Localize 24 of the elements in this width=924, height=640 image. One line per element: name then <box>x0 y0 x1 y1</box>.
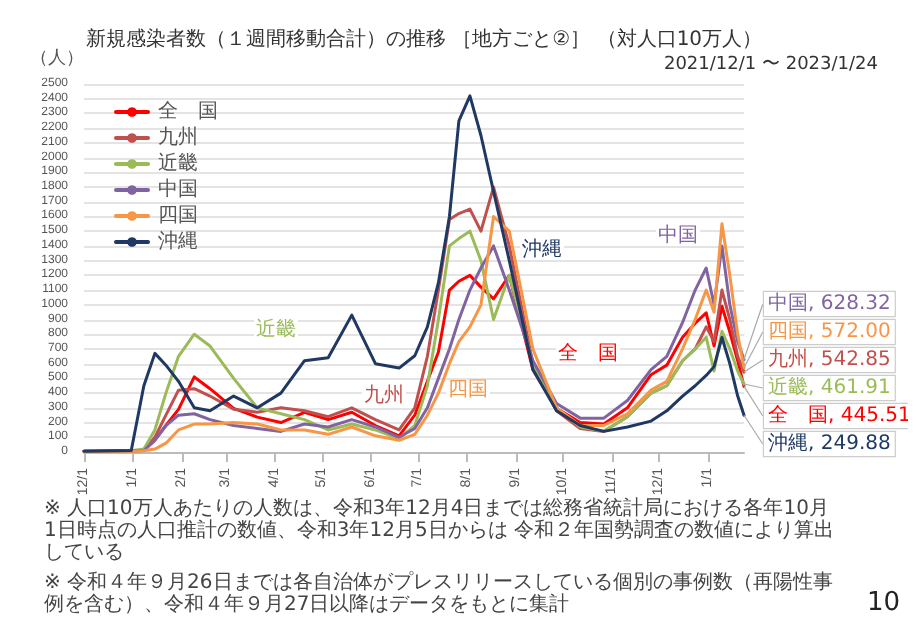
annotation: 沖縄 <box>522 237 562 261</box>
text: ※ 令和４年９月26日までは各自治体がプレスリリースしている個別の事例数（再陽性事例を含む）、令和４年９月27日以降はデータをもとに集計 <box>44 570 833 616</box>
legend-label: 四国 <box>158 205 198 227</box>
annotation: 全 国 <box>558 341 618 365</box>
text: ※ 人口10万人あたりの人数は、令和3年12月4日までは総務省統計局における各年10月1日時点の人口推計の数値、令和3年12月5日からは 令和２年国勢調査の数値により算出している <box>44 496 834 564</box>
chart-subtitle: 2021/12/1 〜 2023/1/24 <box>663 55 879 75</box>
annotation: 九州 <box>364 383 404 407</box>
text: 10 <box>866 588 901 618</box>
legend-label: 近畿 <box>158 151 198 175</box>
legend-label: 全 国 <box>158 99 218 123</box>
annotation: 中国 <box>658 223 698 247</box>
data-label: 九州, 542.85 <box>768 347 891 371</box>
data-label: 中国, 628.32 <box>768 291 891 315</box>
data-label: 近畿, 461.91 <box>768 375 891 399</box>
legend-label: 沖縄 <box>158 229 198 253</box>
data-label: 四国, 572.00 <box>768 321 891 343</box>
annotation: 四国 <box>448 379 488 401</box>
data-label: 沖縄, 249.88 <box>768 431 891 455</box>
y-axis-title: （人） <box>30 47 84 69</box>
annotation: 近畿 <box>256 317 296 341</box>
chart-title: 新規感染者数（１週間移動合計）の推移 ［地方ごと②］ （対人口10万人） <box>86 27 763 51</box>
legend-label: 中国 <box>158 177 198 201</box>
data-label: 全 国, 445.51 <box>768 403 911 427</box>
legend-label: 九州 <box>158 125 198 149</box>
